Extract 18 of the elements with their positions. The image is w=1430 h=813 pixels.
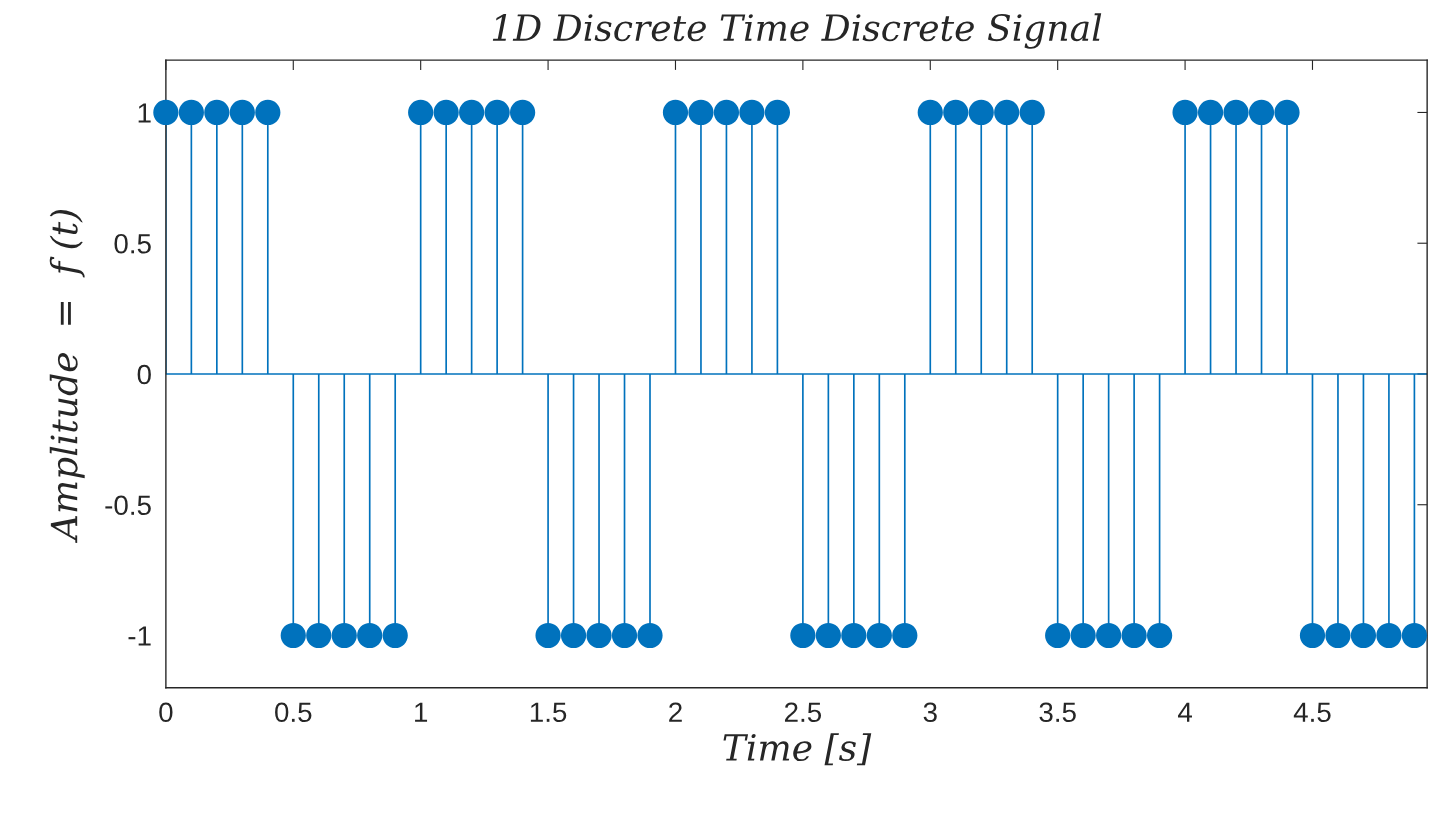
y-tick-label: -1	[128, 626, 151, 646]
x-tick-label: 4.5	[1293, 702, 1331, 723]
x-tick-label: 1	[415, 702, 428, 722]
x-tick-label: 2	[669, 702, 682, 722]
y-axis-title: Amplitude = f (t)	[49, 210, 85, 543]
y-tick-label: 1	[138, 103, 151, 123]
x-axis-title: Time [s]	[723, 733, 872, 766]
y-tick-label: -0.5	[105, 495, 151, 516]
x-tick-label: 4	[1177, 702, 1192, 722]
x-tick-label: 1.5	[530, 702, 567, 723]
y-tick-label: 0	[137, 364, 151, 385]
y-tick-label: 0.5	[114, 233, 151, 254]
x-tick-label: 3.5	[1039, 702, 1076, 723]
x-tick-label: 3	[923, 702, 937, 723]
x-tick-label: 0.5	[275, 702, 312, 723]
chart-title: 1D Discrete Time Discrete Signal	[492, 13, 1102, 49]
x-tick-label: 2.5	[784, 702, 822, 723]
x-tick-label: 0	[159, 702, 173, 723]
